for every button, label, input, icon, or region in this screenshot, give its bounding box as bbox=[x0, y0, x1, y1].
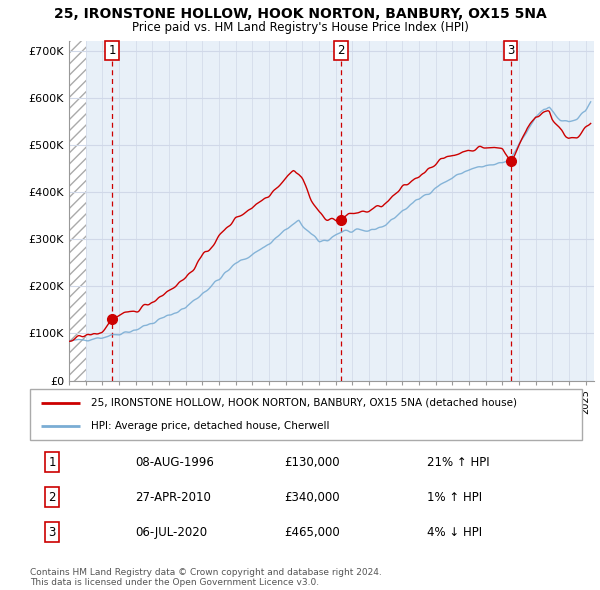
Text: 1% ↑ HPI: 1% ↑ HPI bbox=[427, 490, 482, 504]
Text: 3: 3 bbox=[49, 526, 56, 539]
Text: 21% ↑ HPI: 21% ↑ HPI bbox=[427, 455, 490, 468]
Text: 3: 3 bbox=[507, 44, 514, 57]
Text: 1: 1 bbox=[49, 455, 56, 468]
Text: £130,000: £130,000 bbox=[284, 455, 340, 468]
Text: 2: 2 bbox=[337, 44, 345, 57]
Text: 08-AUG-1996: 08-AUG-1996 bbox=[135, 455, 214, 468]
Text: HPI: Average price, detached house, Cherwell: HPI: Average price, detached house, Cher… bbox=[91, 421, 329, 431]
Text: 2: 2 bbox=[49, 490, 56, 504]
Bar bbox=[69, 41, 86, 381]
Text: £465,000: £465,000 bbox=[284, 526, 340, 539]
Text: 1: 1 bbox=[108, 44, 116, 57]
FancyBboxPatch shape bbox=[30, 389, 582, 440]
Text: 4% ↓ HPI: 4% ↓ HPI bbox=[427, 526, 482, 539]
Text: 06-JUL-2020: 06-JUL-2020 bbox=[135, 526, 207, 539]
Text: Price paid vs. HM Land Registry's House Price Index (HPI): Price paid vs. HM Land Registry's House … bbox=[131, 21, 469, 34]
Text: 27-APR-2010: 27-APR-2010 bbox=[135, 490, 211, 504]
Text: 25, IRONSTONE HOLLOW, HOOK NORTON, BANBURY, OX15 5NA: 25, IRONSTONE HOLLOW, HOOK NORTON, BANBU… bbox=[53, 7, 547, 21]
Text: £340,000: £340,000 bbox=[284, 490, 340, 504]
Text: Contains HM Land Registry data © Crown copyright and database right 2024.
This d: Contains HM Land Registry data © Crown c… bbox=[30, 568, 382, 587]
Text: 25, IRONSTONE HOLLOW, HOOK NORTON, BANBURY, OX15 5NA (detached house): 25, IRONSTONE HOLLOW, HOOK NORTON, BANBU… bbox=[91, 398, 517, 408]
